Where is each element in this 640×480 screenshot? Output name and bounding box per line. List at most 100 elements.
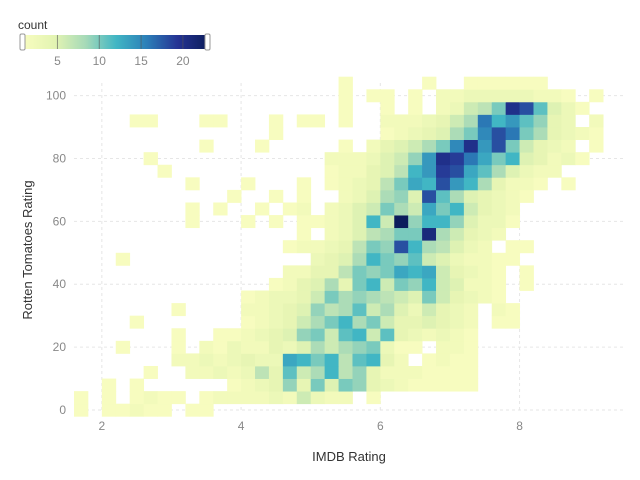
heatmap-cell [241,353,256,367]
heatmap-cell [171,353,186,367]
heatmap-cell [143,152,158,166]
heatmap-cell [394,315,409,329]
heatmap-cell [324,315,339,329]
heatmap-cell [533,101,548,115]
heatmap-cell [394,328,409,342]
heatmap-cell [338,227,353,241]
heatmap-cell [436,202,451,216]
heatmap-cell [477,290,493,304]
heatmap-cell [129,391,145,405]
heatmap-cell [408,328,423,342]
heatmap-cell [352,177,367,191]
heatmap-cell [422,127,437,140]
heatmap-cell [366,290,381,304]
heatmap-cell [352,252,367,266]
heatmap-cell [199,340,214,354]
heatmap-cell [519,89,534,103]
heatmap-cell [338,114,353,128]
heatmap-cell [575,101,590,115]
heatmap-cell [394,365,409,379]
heatmap-cell [519,114,534,128]
heatmap-cell [380,227,395,241]
heatmap-cell [477,240,493,254]
heatmap-cell [477,177,493,191]
heatmap-cell [519,240,534,254]
heatmap-cell [310,215,326,229]
heatmap-cell [352,290,367,304]
heatmap-cell [296,227,312,241]
heatmap-cell [408,365,423,379]
heatmap-cell [449,139,465,153]
heatmap-cell [268,391,284,405]
heatmap-cell [282,277,298,291]
heatmap-cell [408,152,423,166]
heatmap-cell [449,114,465,128]
heatmap-cell [436,139,451,153]
heatmap-cell [157,391,172,405]
y-tick-label: 100 [46,89,66,103]
heatmap-cell [227,340,242,354]
heatmap-cell [505,114,520,128]
heatmap-cell [477,215,493,229]
heatmap-cell [324,378,339,392]
heatmap-cell [143,391,158,405]
heatmap-cell [422,139,437,153]
heatmap-cell [241,290,256,304]
heatmap-cell [115,252,131,266]
heatmap-cell [436,315,451,329]
heatmap-cell [408,227,423,241]
heatmap-cell [463,265,479,279]
heatmap-cell [338,177,353,191]
heatmap-cell [338,202,353,216]
heatmap-cell [268,340,284,354]
heatmap-cell [505,215,520,229]
heatmap-cell [282,290,298,304]
heatmap-cell [422,227,437,241]
heatmap-cell [477,252,493,266]
heatmap-cell [394,152,409,166]
heatmap-cell [463,328,479,342]
heatmap-cell [491,89,507,103]
heatmap-cell [422,277,437,291]
heatmap-cell [380,303,395,317]
heatmap-cell [282,391,298,405]
heatmap-cell [338,315,353,329]
heatmap-cell [463,89,479,103]
heatmap-cell [491,252,507,266]
heatmap-cell [589,139,604,153]
legend-max-handle[interactable] [204,33,211,51]
legend-min-handle[interactable] [19,33,26,51]
heatmap-cell [394,265,409,279]
heatmap-cell [505,139,520,153]
heatmap-cell [533,164,548,178]
heatmap-cell [185,365,200,379]
heatmap-cell [338,365,353,379]
heatmap-cell [352,328,367,342]
heatmap-cell [296,114,312,128]
heatmap-cell [157,403,172,417]
y-tick-label: 40 [53,277,67,291]
heatmap-cell [449,365,465,379]
heatmap-cell [213,202,228,216]
heatmap-cell [408,340,423,354]
heatmap-cell [241,177,256,191]
heatmap-cell [491,164,507,178]
heatmap-cell [296,391,312,405]
heatmap-cell [449,164,465,178]
heatmap-cell [157,164,172,178]
heatmap-cell [352,202,367,216]
heatmap-cell [408,177,423,191]
heatmap-cell [296,303,312,317]
heatmap-cell [366,177,381,191]
heatmap-cell [282,202,298,216]
heatmap-cell [422,76,437,90]
y-tick-label: 80 [53,151,67,165]
heatmap-cell [324,353,339,367]
heatmap-cell [366,164,381,178]
heatmap-cell [422,215,437,229]
heatmap-cell [380,252,395,266]
heatmap-cell [477,101,493,115]
heatmap-cell [436,215,451,229]
heatmap-cell [436,240,451,254]
heatmap-cell [241,315,256,329]
